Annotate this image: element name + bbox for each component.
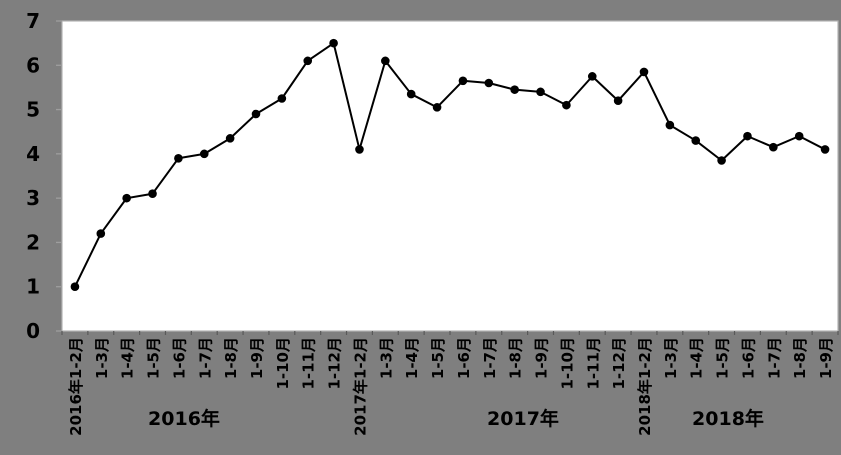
data-point bbox=[122, 193, 131, 203]
y-axis-tick-label: 1 bbox=[26, 275, 40, 299]
x-axis-tick-label: 1-7月 bbox=[765, 337, 783, 379]
x-axis-tick-label: 1-6月 bbox=[170, 337, 188, 379]
x-axis-tick-label: 1-3月 bbox=[662, 337, 680, 379]
x-axis-tick-label: 1-4月 bbox=[688, 337, 706, 379]
data-point bbox=[820, 145, 830, 154]
x-axis-tick-label: 2016年1-2月 bbox=[67, 337, 85, 436]
data-point bbox=[743, 131, 752, 141]
x-axis-tick-label: 1-9月 bbox=[533, 337, 551, 379]
x-axis-tick-label: 1-3月 bbox=[93, 337, 111, 379]
data-point bbox=[665, 120, 675, 130]
y-axis-tick-label: 0 bbox=[26, 319, 40, 343]
x-axis-tick-label: 2017年1-2月 bbox=[351, 337, 369, 436]
x-axis-tick-label: 2018年1-2月 bbox=[636, 337, 654, 436]
x-axis-tick-label: 1-5月 bbox=[145, 337, 163, 379]
data-point bbox=[277, 94, 287, 103]
y-axis-tick-label: 4 bbox=[26, 142, 40, 166]
x-axis-tick-label: 1-9月 bbox=[248, 337, 266, 379]
x-axis-tick-label: 1-5月 bbox=[714, 337, 732, 379]
x-axis-tick-label: 1-9月 bbox=[817, 337, 835, 379]
series-line bbox=[73, 42, 827, 288]
x-axis-tick-label: 1-6月 bbox=[739, 337, 757, 379]
year-group-label: 2017年 bbox=[487, 407, 559, 430]
x-axis-tick-label: 1-3月 bbox=[377, 337, 395, 379]
data-point bbox=[381, 56, 390, 66]
data-point bbox=[769, 142, 778, 152]
data-point bbox=[691, 136, 701, 145]
data-point bbox=[432, 103, 442, 112]
data-point bbox=[70, 282, 80, 292]
data-point bbox=[613, 96, 623, 106]
data-point bbox=[510, 85, 519, 94]
data-point bbox=[96, 229, 106, 238]
x-axis-tick-label: 1-10月 bbox=[274, 337, 292, 390]
data-point bbox=[303, 56, 313, 66]
year-group-label: 2018年 bbox=[692, 407, 764, 430]
data-point bbox=[458, 76, 468, 86]
x-axis-tick-label: 1-8月 bbox=[791, 337, 809, 379]
data-point bbox=[717, 156, 726, 165]
x-axis-tick-label: 1-11月 bbox=[300, 337, 318, 390]
y-axis-tick-label: 2 bbox=[26, 230, 40, 254]
data-point bbox=[329, 38, 338, 48]
year-group-label: 2016年 bbox=[148, 407, 220, 430]
data-point bbox=[639, 67, 649, 77]
x-axis-tick-label: 1-4月 bbox=[119, 337, 137, 379]
data-point bbox=[174, 153, 183, 163]
data-point bbox=[355, 145, 364, 154]
x-axis-tick-label: 1-6月 bbox=[455, 337, 473, 379]
y-axis-tick-label: 7 bbox=[26, 9, 40, 33]
x-axis-tick-label: 1-10月 bbox=[558, 337, 576, 390]
data-point bbox=[251, 109, 261, 119]
data-point bbox=[562, 100, 571, 110]
x-axis-tick-label: 1-12月 bbox=[610, 337, 628, 390]
y-axis-tick-label: 5 bbox=[26, 98, 40, 122]
data-point bbox=[148, 189, 157, 199]
x-axis-tick-label: 1-11月 bbox=[584, 337, 602, 390]
x-axis-tick-label: 1-7月 bbox=[196, 337, 214, 379]
data-point bbox=[794, 131, 804, 141]
y-axis-tick-label: 6 bbox=[26, 53, 40, 77]
data-point bbox=[406, 89, 416, 99]
data-point bbox=[587, 72, 597, 81]
data-point bbox=[199, 149, 209, 159]
x-axis-tick-label: 1-7月 bbox=[481, 337, 499, 379]
x-axis-tick-label: 1-8月 bbox=[222, 337, 240, 379]
data-point bbox=[225, 134, 235, 143]
x-axis-tick-label: 1-5月 bbox=[429, 337, 447, 379]
data-point bbox=[484, 78, 494, 88]
x-axis-tick-label: 1-4月 bbox=[403, 337, 421, 379]
x-axis-tick-label: 1-12月 bbox=[326, 337, 344, 390]
plot-area bbox=[61, 20, 839, 332]
x-axis-tick-label: 1-8月 bbox=[507, 337, 525, 379]
y-axis-tick-label: 3 bbox=[26, 186, 40, 210]
data-point bbox=[536, 87, 545, 97]
